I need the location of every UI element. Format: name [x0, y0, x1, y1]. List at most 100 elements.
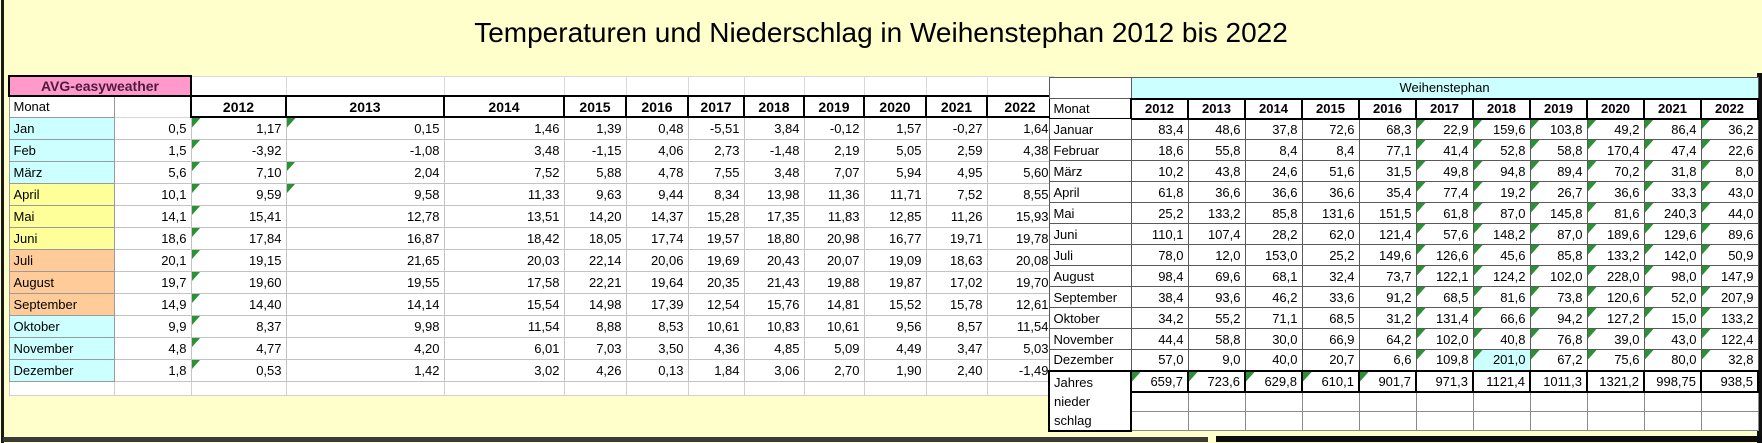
temp-cell[interactable]: 2,04	[285, 160, 445, 184]
year-header[interactable]: 2012	[1130, 97, 1189, 120]
precip-cell[interactable]: 25,2	[1301, 244, 1360, 266]
precip-cell[interactable]: 51,6	[1301, 160, 1360, 182]
temp-cell[interactable]: 4,26	[563, 358, 627, 382]
precip-cell[interactable]: 25,2	[1130, 202, 1189, 224]
temp-cell[interactable]: 18,05	[563, 226, 627, 250]
temp-cell[interactable]: 7,10	[190, 160, 287, 184]
annual-precip-label[interactable]: Jahres nieder schlag	[1048, 369, 1132, 432]
precip-cell[interactable]: 47,4	[1643, 139, 1702, 161]
empty-cell[interactable]	[803, 380, 865, 396]
temp-cell[interactable]: 20,43	[743, 248, 805, 272]
temp-cell[interactable]: -1,15	[563, 138, 627, 162]
temp-cell[interactable]: 9,59	[190, 182, 287, 206]
precip-cell[interactable]: 49,2	[1586, 118, 1645, 140]
temp-cell[interactable]: 7,03	[563, 336, 627, 360]
temp-cell[interactable]: -3,92	[190, 138, 287, 162]
precip-cell[interactable]: 66,9	[1301, 328, 1360, 350]
empty-cell[interactable]	[925, 380, 988, 396]
temp-cell[interactable]: 2,40	[925, 358, 988, 382]
empty-cell[interactable]	[1187, 411, 1246, 431]
temp-cell[interactable]: 19,09	[863, 248, 927, 272]
precip-cell[interactable]: 148,2	[1472, 223, 1531, 245]
precip-cell[interactable]: 20,7	[1301, 349, 1360, 371]
empty-cell[interactable]	[113, 380, 192, 396]
precip-cell[interactable]: 103,8	[1529, 118, 1588, 140]
precip-cell[interactable]: 50,9	[1700, 244, 1759, 266]
precip-cell[interactable]: 31,5	[1358, 160, 1417, 182]
precip-cell[interactable]: 35,4	[1358, 181, 1417, 203]
empty-cell[interactable]	[1130, 391, 1189, 412]
temp-cell[interactable]: 15,28	[687, 204, 745, 228]
temp-cell[interactable]: 19,55	[285, 270, 445, 294]
precip-cell[interactable]: 78,0	[1130, 244, 1189, 266]
temp-cell[interactable]: 17,02	[925, 270, 988, 294]
temp-cell[interactable]: 1,46	[443, 116, 565, 140]
year-header[interactable]: 2020	[863, 95, 927, 118]
temp-cell[interactable]: 5,60	[986, 160, 1054, 184]
precip-cell[interactable]: 36,6	[1586, 181, 1645, 203]
temp-cell[interactable]: 1,64	[986, 116, 1054, 140]
precip-cell[interactable]: 64,2	[1358, 328, 1417, 350]
empty-cell[interactable]	[986, 380, 1054, 396]
precip-cell[interactable]: 73,7	[1358, 265, 1417, 287]
annual-precip-cell[interactable]: 971,3	[1415, 369, 1474, 393]
temp-cell[interactable]: 11,33	[443, 182, 565, 206]
avg-temp-cell[interactable]: 9,9	[113, 314, 192, 338]
precip-cell[interactable]: 30,0	[1244, 328, 1303, 350]
empty-cell[interactable]	[563, 75, 627, 97]
temp-cell[interactable]: 14,14	[285, 292, 445, 316]
temp-cell[interactable]: 4,95	[925, 160, 988, 184]
temp-cell[interactable]: 5,94	[863, 160, 927, 184]
precip-cell[interactable]: 149,6	[1358, 244, 1417, 266]
temp-cell[interactable]: 1,42	[285, 358, 445, 382]
temp-cell[interactable]: 19,88	[803, 270, 865, 294]
precip-cell[interactable]: 127,2	[1586, 307, 1645, 329]
precip-cell[interactable]: 41,4	[1415, 139, 1474, 161]
precip-cell[interactable]: 68,5	[1415, 286, 1474, 308]
month-cell[interactable]: Januar	[1048, 118, 1132, 140]
precip-cell[interactable]: 38,4	[1130, 286, 1189, 308]
temp-cell[interactable]: 19,69	[687, 248, 745, 272]
annual-precip-cell[interactable]: 629,8	[1244, 369, 1303, 393]
precip-cell[interactable]: 89,4	[1529, 160, 1588, 182]
temp-cell[interactable]: 20,03	[443, 248, 565, 272]
precip-cell[interactable]: 83,4	[1130, 118, 1189, 140]
annual-precip-cell[interactable]: 610,1	[1301, 369, 1360, 393]
precip-cell[interactable]: 40,0	[1244, 349, 1303, 371]
precip-cell[interactable]: 36,6	[1187, 181, 1246, 203]
avg-temp-cell[interactable]: 1,8	[113, 358, 192, 382]
month-cell[interactable]: September	[1048, 286, 1132, 308]
temp-cell[interactable]: 12,85	[863, 204, 927, 228]
temp-cell[interactable]: 2,70	[803, 358, 865, 382]
precip-cell[interactable]: 26,7	[1529, 181, 1588, 203]
temp-cell[interactable]: 6,01	[443, 336, 565, 360]
precip-cell[interactable]: 72,6	[1301, 118, 1360, 140]
precip-cell[interactable]: 32,4	[1301, 265, 1360, 287]
temp-cell[interactable]: 19,57	[687, 226, 745, 250]
temp-cell[interactable]: 0,15	[285, 116, 445, 140]
empty-cell[interactable]	[1301, 391, 1360, 412]
temp-cell[interactable]: 4,49	[863, 336, 927, 360]
empty-cell[interactable]	[1529, 411, 1588, 431]
precip-cell[interactable]: 151,5	[1358, 202, 1417, 224]
precip-cell[interactable]: 124,2	[1472, 265, 1531, 287]
temp-cell[interactable]: 2,19	[803, 138, 865, 162]
empty-cell[interactable]	[1700, 391, 1759, 412]
temp-cell[interactable]: 11,83	[803, 204, 865, 228]
empty-cell[interactable]	[190, 75, 287, 97]
temp-cell[interactable]: 16,87	[285, 226, 445, 250]
precip-cell[interactable]: 189,6	[1586, 223, 1645, 245]
temp-cell[interactable]: 8,53	[625, 314, 689, 338]
temp-cell[interactable]: 18,63	[925, 248, 988, 272]
precip-cell[interactable]: 68,5	[1301, 307, 1360, 329]
precip-cell[interactable]: 91,2	[1358, 286, 1417, 308]
precip-cell[interactable]: 19,2	[1472, 181, 1531, 203]
avg-temp-cell[interactable]: 4,8	[113, 336, 192, 360]
precip-cell[interactable]: 93,6	[1187, 286, 1246, 308]
temp-cell[interactable]: 14,98	[563, 292, 627, 316]
year-header[interactable]: 2014	[1244, 97, 1303, 120]
temp-cell[interactable]: 19,78	[986, 226, 1054, 250]
precip-cell[interactable]: 87,0	[1472, 202, 1531, 224]
empty-cell[interactable]	[803, 75, 865, 97]
precip-cell[interactable]: 22,9	[1415, 118, 1474, 140]
